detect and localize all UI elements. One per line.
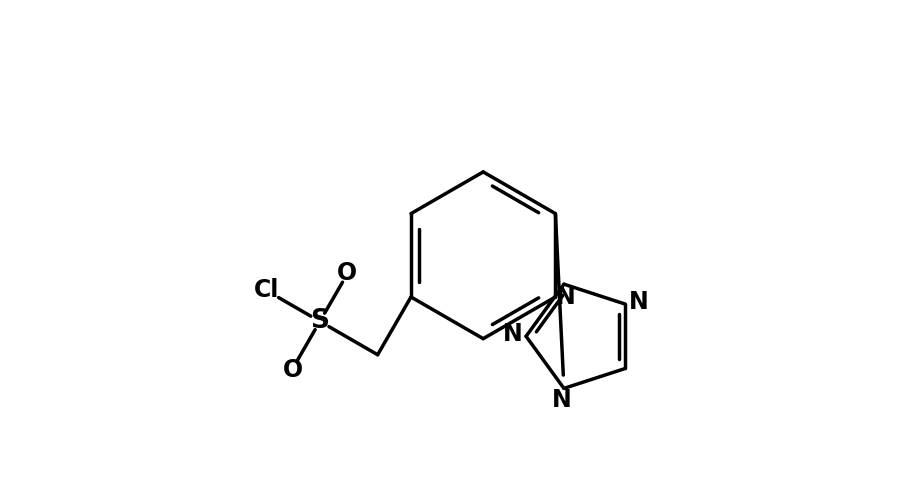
Text: N: N bbox=[629, 290, 648, 314]
Text: O: O bbox=[282, 358, 303, 382]
Text: N: N bbox=[503, 322, 523, 346]
Text: S: S bbox=[311, 308, 329, 335]
Text: Cl: Cl bbox=[253, 279, 279, 302]
Text: N: N bbox=[556, 285, 576, 309]
Text: O: O bbox=[337, 260, 357, 284]
Text: N: N bbox=[552, 388, 571, 412]
